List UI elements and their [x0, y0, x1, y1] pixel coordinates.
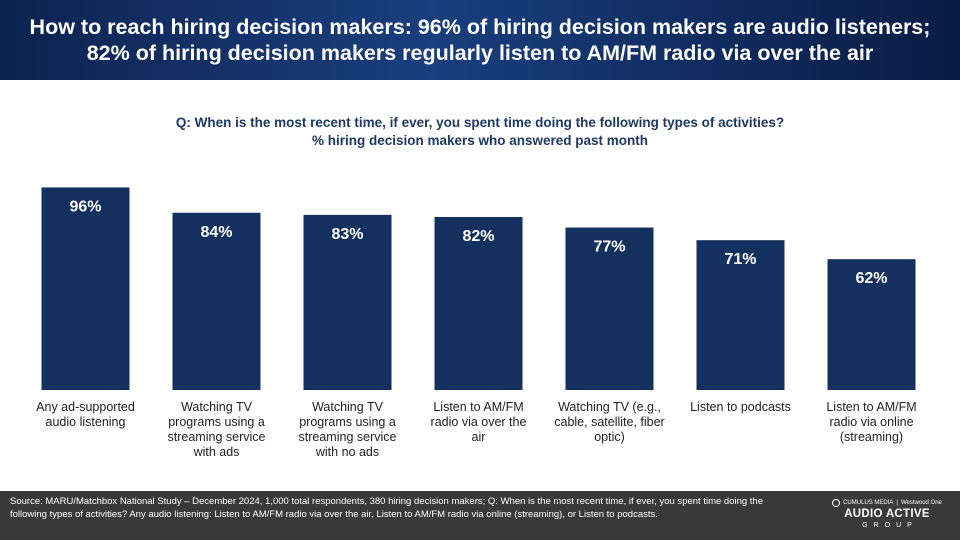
question-subtitle: % hiring decision makers who answered pa… [311, 133, 649, 148]
bar-2 [303, 214, 392, 390]
category-label-2: Watching TV programs using a streaming ser… [299, 400, 397, 459]
title-banner: How to reach hiring decision makers: 96%… [0, 0, 960, 80]
brand-divider: | [896, 500, 898, 506]
value-label-1: 84% [200, 224, 232, 241]
value-label-0: 96% [69, 198, 101, 215]
brand-subname: GROUP [862, 522, 918, 529]
value-label-4: 77% [593, 239, 625, 256]
brand-cumulus: CUMULUS MEDIA [843, 500, 894, 506]
bar-4 [565, 227, 654, 390]
value-label-3: 82% [462, 228, 494, 245]
brand-name: AUDIO ACTIVE [844, 508, 930, 520]
category-label-6: Listen to AM/FM radio via online (streamin… [826, 400, 916, 444]
category-label-4: Watching TV (e.g., cable, satellite, fibe… [554, 400, 664, 444]
footer-bar: Source: MARU/Matchbox National Study – D… [0, 491, 960, 540]
bar-6 [827, 259, 916, 390]
page-title: How to reach hiring decision makers: 96%… [29, 15, 931, 65]
category-label-0: Any ad-supported audio listening [36, 400, 135, 429]
bar-5 [696, 240, 785, 390]
category-label-1: Watching TV programs using a streaming ser… [168, 400, 266, 459]
brand-westwood: Westwood One [900, 500, 942, 506]
value-label-6: 62% [855, 270, 887, 287]
bar-1 [172, 212, 261, 390]
question-block: Q: When is the most recent time, if ever… [0, 114, 960, 150]
value-label-5: 71% [724, 251, 756, 268]
source-note: Source: MARU/Matchbox National Study – D… [10, 496, 763, 520]
value-label-2: 83% [331, 226, 363, 243]
brand-logo: CUMULUS MEDIA | Westwood One AUDIO ACTIV… [832, 499, 942, 530]
category-label-3: Listen to AM/FM radio via over the air [431, 400, 527, 444]
bar-3 [434, 216, 523, 390]
question-text: Q: When is the most recent time, if ever… [175, 115, 785, 130]
brand-partners: CUMULUS MEDIA | Westwood One [832, 499, 942, 507]
bar-0 [41, 187, 130, 390]
bar-chart: 96% Any ad-supported audio listening 84% Wat… [36, 187, 917, 459]
cumulus-logo-icon [832, 499, 841, 507]
category-label-5: Listen to podcasts [690, 400, 791, 414]
